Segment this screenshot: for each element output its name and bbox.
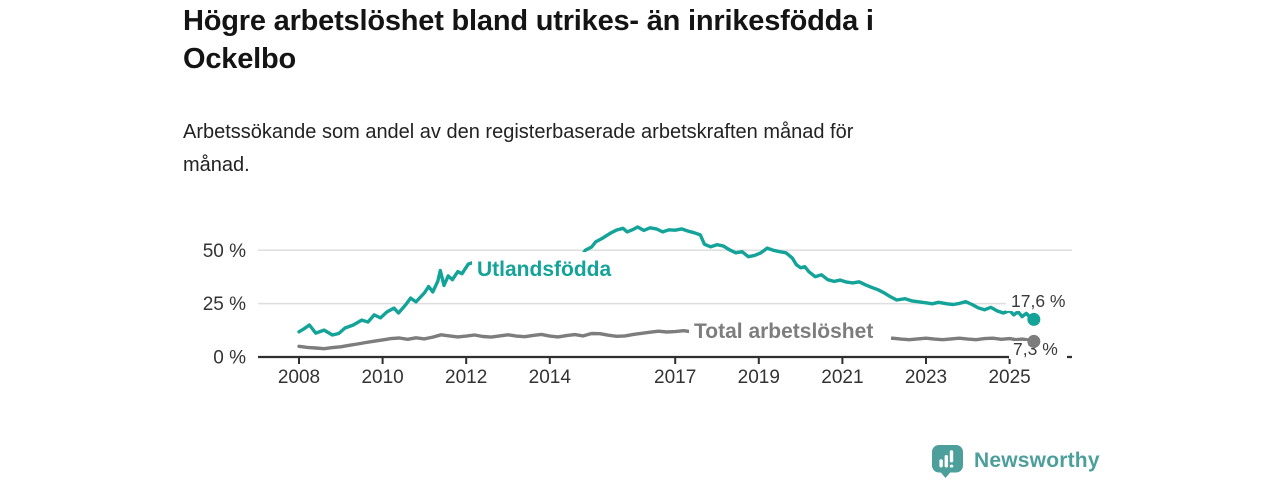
- series-line-1: [297, 329, 1036, 351]
- x-tick-label: 2019: [738, 367, 780, 388]
- page-title: Högre arbetslöshet bland utrikes- än inr…: [183, 5, 874, 75]
- x-tick-label: 2010: [361, 367, 403, 388]
- series-label: Utlandsfödda: [477, 258, 611, 281]
- x-tick-label: 2023: [905, 367, 947, 388]
- page-subtitle: Arbetssökande som andel av den registerb…: [183, 121, 854, 176]
- y-tick-label: 50 %: [203, 241, 246, 262]
- y-tick-label: 25 %: [203, 294, 246, 315]
- chart-area: 2008 2010 2012 2014 2017 2019 2021 2023 2025 0 % 2…: [180, 212, 1100, 390]
- x-tick-label: 2017: [654, 367, 696, 388]
- series-end-dot: [1027, 312, 1041, 326]
- end-label-bg: [1009, 341, 1067, 359]
- series-label: Total arbetslöshet: [694, 320, 873, 343]
- end-value-label: 7,3 %: [1013, 339, 1058, 359]
- x-tick-label: 2014: [529, 367, 572, 388]
- y-tick-label: 0 %: [213, 348, 246, 369]
- newsworthy-branding: Newsworthy: [930, 443, 1100, 479]
- series-label-bg: [689, 319, 891, 344]
- series-line-0: [297, 225, 1036, 337]
- series-label-bg: [472, 252, 624, 280]
- x-tick-label: 2012: [445, 367, 487, 388]
- x-tick-label: 2008: [278, 367, 320, 388]
- newsworthy-logo-icon: [932, 445, 963, 478]
- end-label-bg: [1006, 291, 1072, 311]
- x-tick-label: 2025: [988, 367, 1030, 388]
- series-end-dot: [1027, 334, 1041, 348]
- end-value-label: 17,6 %: [1011, 291, 1065, 311]
- brand-name: Newsworthy: [974, 449, 1100, 472]
- unemployment-line-chart: 2008 2010 2012 2014 2017 2019 2021 2023 2025 0 % 2…: [203, 225, 1072, 388]
- x-tick-label: 2021: [821, 367, 863, 388]
